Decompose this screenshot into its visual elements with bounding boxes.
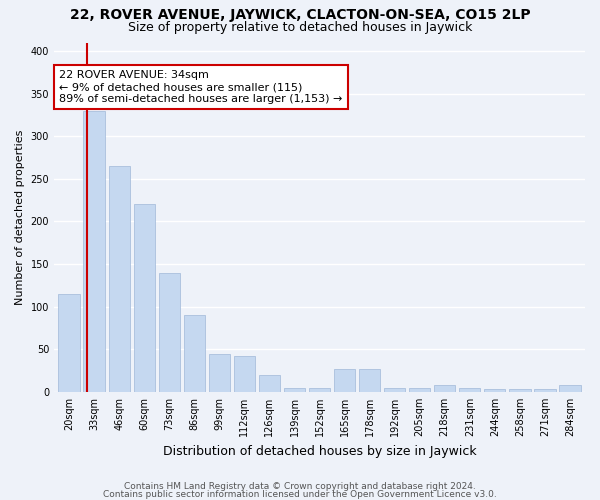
Bar xyxy=(334,369,355,392)
Bar xyxy=(459,388,481,392)
Bar xyxy=(359,369,380,392)
Text: Contains public sector information licensed under the Open Government Licence v3: Contains public sector information licen… xyxy=(103,490,497,499)
X-axis label: Distribution of detached houses by size in Jaywick: Distribution of detached houses by size … xyxy=(163,444,476,458)
Bar xyxy=(134,204,155,392)
Bar xyxy=(559,385,581,392)
Bar xyxy=(534,390,556,392)
Bar xyxy=(484,390,505,392)
Bar xyxy=(158,272,180,392)
Y-axis label: Number of detached properties: Number of detached properties xyxy=(15,130,25,305)
Bar xyxy=(309,388,330,392)
Text: 22 ROVER AVENUE: 34sqm
← 9% of detached houses are smaller (115)
89% of semi-det: 22 ROVER AVENUE: 34sqm ← 9% of detached … xyxy=(59,70,343,104)
Text: 22, ROVER AVENUE, JAYWICK, CLACTON-ON-SEA, CO15 2LP: 22, ROVER AVENUE, JAYWICK, CLACTON-ON-SE… xyxy=(70,8,530,22)
Bar xyxy=(284,388,305,392)
Text: Size of property relative to detached houses in Jaywick: Size of property relative to detached ho… xyxy=(128,21,472,34)
Bar xyxy=(384,388,406,392)
Bar xyxy=(434,385,455,392)
Bar xyxy=(409,388,430,392)
Bar xyxy=(259,375,280,392)
Bar xyxy=(509,390,530,392)
Text: Contains HM Land Registry data © Crown copyright and database right 2024.: Contains HM Land Registry data © Crown c… xyxy=(124,482,476,491)
Bar xyxy=(109,166,130,392)
Bar xyxy=(209,354,230,392)
Bar xyxy=(184,315,205,392)
Bar xyxy=(58,294,80,392)
Bar xyxy=(234,356,255,392)
Bar xyxy=(83,110,105,392)
